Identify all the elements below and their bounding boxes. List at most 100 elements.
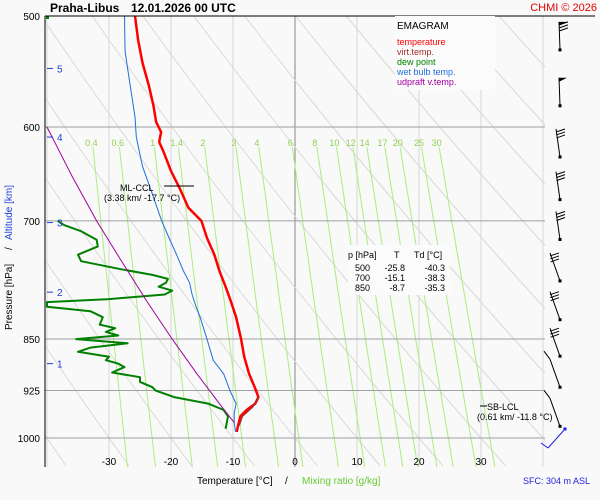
y-axis-label-altitude: Altitude [km] — [4, 185, 15, 240]
table-cell: 700 — [355, 273, 370, 283]
x-tick-label: 10 — [351, 457, 363, 468]
mixing-ratio-line — [366, 146, 419, 467]
barb-feather — [550, 258, 560, 263]
table-cell: 850 — [355, 283, 370, 293]
altitude-tick-label: 2 — [57, 288, 63, 299]
altitude-tick-label: 3 — [57, 219, 63, 230]
series-udpraft-v-temp — [46, 126, 235, 423]
mixing-ratio-label: 4 — [254, 138, 259, 148]
wind-barb — [549, 327, 562, 358]
dry-adiabat — [498, 16, 545, 68]
mixing-ratio-line — [204, 146, 247, 467]
barb-staff — [555, 211, 561, 240]
legend-item-wet-bulb: wet bulb temp. — [396, 67, 456, 77]
barb-feather — [540, 442, 549, 449]
wind-barb — [543, 390, 562, 428]
wind-barb — [555, 211, 566, 241]
barb-feather — [556, 174, 566, 179]
table-cell: -25.8 — [384, 263, 405, 273]
wind-barb — [549, 291, 562, 322]
barb-feather — [550, 330, 560, 335]
barb-staff — [555, 128, 561, 158]
mixing-ratio-label: 2 — [200, 138, 205, 148]
y-axis-label-group: Pressure [hPa] / Altitude [km] — [4, 185, 15, 330]
barb-staff — [549, 398, 561, 427]
altitude-tick-label: 5 — [57, 64, 63, 75]
x-tick-label: -10 — [226, 457, 241, 468]
barb-station-dot — [558, 104, 562, 108]
dry-adiabat — [0, 16, 3, 466]
surface-height: SFC: 304 m ASL — [523, 476, 590, 486]
barb-pennant — [559, 77, 567, 82]
barb-station-dot — [558, 318, 562, 322]
wind-barb — [558, 77, 567, 108]
barb-feather — [550, 255, 560, 260]
copyright: CHMI © 2026 — [530, 2, 597, 14]
mixing-ratio-label: 30 — [432, 138, 442, 148]
mixing-ratio-label: 6 — [288, 138, 293, 148]
mixing-ratio-line — [399, 146, 454, 467]
barb-feather — [543, 390, 551, 399]
mixing-ratio-label: 17 — [378, 138, 388, 148]
barb-station-dot — [558, 48, 562, 52]
mixing-ratio-label: 20 — [393, 138, 403, 148]
legend-title: EMAGRAM — [397, 21, 449, 32]
legend-item-updraft: udpraft v.temp. — [397, 77, 456, 87]
x-axis-label-mixing: Mixing ratio [g/kg] — [302, 476, 381, 487]
barb-staff — [549, 328, 561, 357]
series-virt-temp — [238, 396, 260, 426]
sb-lcl-value: (0.61 km/ -11.8 °C) — [477, 412, 552, 422]
barb-feather — [550, 294, 560, 299]
mixing-ratio-line — [92, 146, 128, 467]
mixing-ratio-label: 1 — [150, 138, 155, 148]
barb-feather — [556, 217, 566, 221]
legend-box — [395, 16, 495, 90]
station-title: Praha-Libus — [50, 1, 120, 15]
barb-feather — [543, 350, 551, 360]
table-cell: 500 — [355, 263, 370, 273]
x-axis-separator: / — [285, 476, 288, 487]
ml-ccl-label: ML-CCL — [120, 183, 154, 193]
mixing-ratio-label: 0.4 — [85, 138, 98, 148]
barb-staff — [549, 291, 561, 320]
wind-barbs — [540, 21, 569, 449]
sb-lcl-label: SB-LCL — [487, 402, 519, 412]
barb-staff — [549, 359, 561, 388]
mixing-ratio-line — [438, 146, 496, 467]
barb-station-dot — [558, 354, 562, 358]
mixing-ratio-line — [316, 146, 366, 467]
mixing-ratio-label: 3 — [231, 138, 236, 148]
barb-staff — [549, 252, 561, 282]
y-tick-label: 1000 — [18, 434, 41, 445]
table-cell: -38.3 — [424, 273, 445, 283]
dry-adiabat — [396, 16, 545, 186]
mixing-ratio-line — [336, 146, 386, 467]
barb-feather — [556, 131, 566, 136]
barb-station-dot — [558, 237, 562, 241]
table-header-t: T — [394, 250, 400, 260]
dew-point-top-marker — [46, 16, 49, 19]
datetime-title: 12.01.2026 00 UTC — [131, 1, 236, 15]
legend-item-dew-point: dew point — [397, 57, 436, 67]
barb-staff — [547, 428, 566, 449]
mixing-ratio-line — [421, 146, 477, 467]
surface-wind-barb — [540, 427, 567, 449]
altitude-tick-label: 4 — [57, 133, 63, 144]
grid-layer — [0, 16, 545, 467]
mixing-ratio-line — [384, 146, 438, 467]
x-tick-label: 30 — [475, 457, 487, 468]
altitude-tick-label: 1 — [57, 360, 63, 371]
series-layer — [46, 16, 260, 433]
mixing-ratio-label: 0.6 — [112, 138, 125, 148]
barb-feather — [555, 128, 566, 133]
legend-item-temperature: temperature — [397, 37, 446, 47]
y-tick-label: 600 — [23, 123, 40, 134]
barb-staff — [558, 77, 561, 106]
barb-staff — [555, 171, 561, 200]
series-temperature — [133, 16, 260, 433]
dry-adiabat — [45, 20, 381, 467]
barb-feather — [555, 171, 566, 176]
x-tick-label: -20 — [164, 457, 179, 468]
table-header-td: Td [°C] — [414, 250, 442, 260]
